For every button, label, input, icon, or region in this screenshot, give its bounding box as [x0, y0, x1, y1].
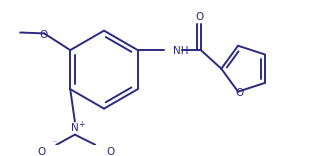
Text: O: O: [236, 88, 244, 98]
Text: ⁻: ⁻: [52, 139, 57, 147]
Text: O: O: [39, 30, 47, 40]
Text: NH: NH: [173, 46, 188, 56]
Text: O: O: [37, 147, 45, 156]
Text: O: O: [195, 12, 203, 22]
Text: N: N: [71, 123, 79, 133]
Text: +: +: [78, 120, 85, 129]
Text: O: O: [106, 147, 115, 156]
